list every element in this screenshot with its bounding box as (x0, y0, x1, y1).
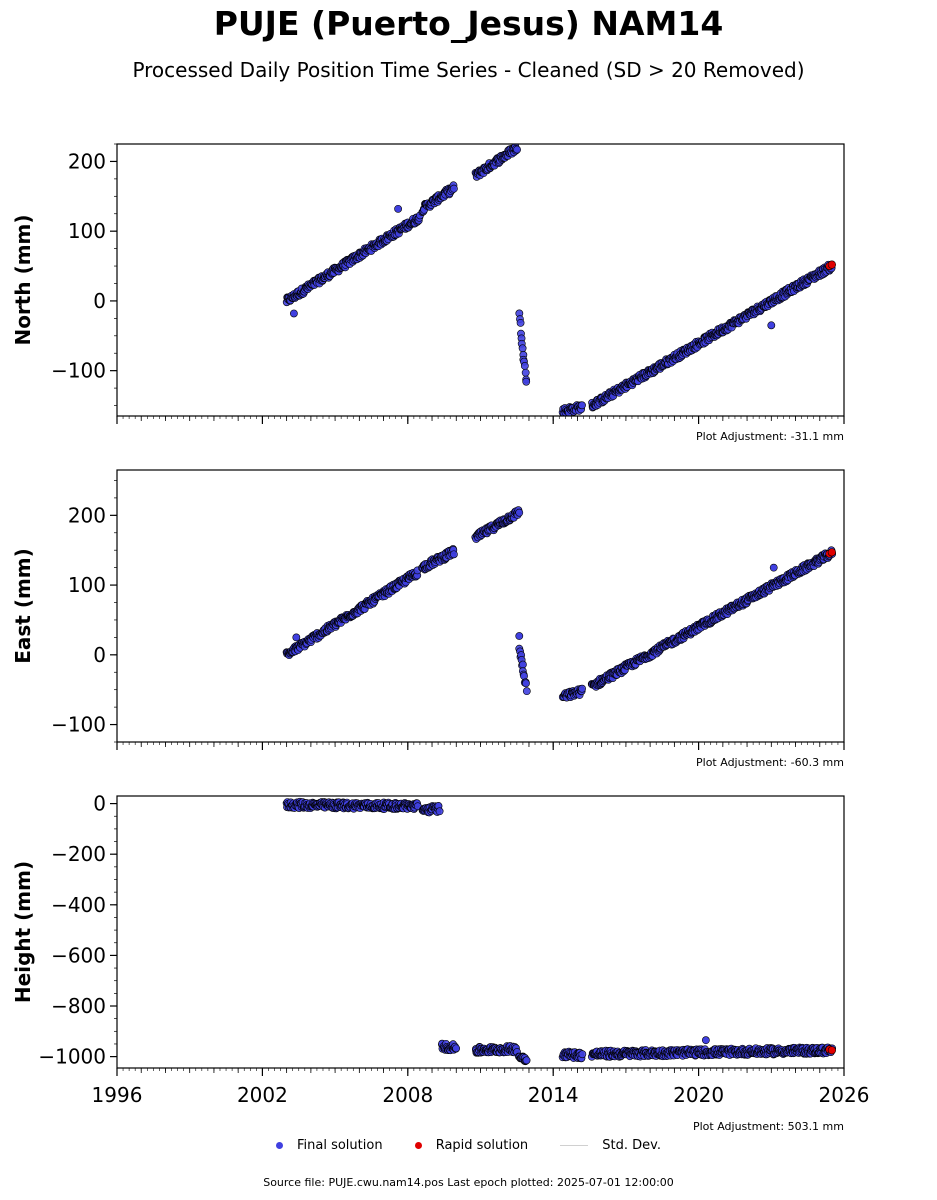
y-tick-label: 200 (68, 503, 106, 527)
final-point (515, 508, 524, 517)
final-point (578, 401, 586, 410)
data-points (282, 797, 837, 1066)
y-tick-label: 0 (93, 289, 106, 313)
final-point (452, 1044, 460, 1053)
legend-final-label: Final solution (296, 1138, 383, 1153)
chart-subtitle: Processed Daily Position Time Series - C… (132, 58, 805, 82)
y-tick-label: −800 (51, 994, 106, 1018)
chart-title: PUJE (Puerto_Jesus) NAM14 (213, 4, 724, 43)
y-tick-label: 100 (68, 219, 106, 243)
final-point (435, 807, 444, 816)
legend-item-rapid: Rapid solution (414, 1138, 529, 1153)
final-point-outlier (290, 309, 298, 318)
plot-frame (116, 143, 845, 417)
panel-1: −100 0 100 200 North (mm) Plot Adjustment: -3… (11, 143, 845, 443)
final-point (518, 344, 527, 353)
plot-adjustment-note: Plot Adjustment: 503.1 mm (693, 1120, 844, 1133)
plot-frame (116, 795, 845, 1069)
legend-stddev-label: Std. Dev. (602, 1138, 661, 1153)
plot-adjustment-note: Plot Adjustment: -60.3 mm (696, 756, 844, 769)
final-point (522, 1056, 531, 1065)
final-point (578, 684, 586, 693)
y-axis: −1000 −800 −600 −400 −200 0 (38, 792, 117, 1069)
y-tick-label: −600 (51, 943, 106, 967)
legend: Final solution Rapid solution Std. Dev. (0, 1138, 937, 1153)
final-point (513, 145, 521, 154)
final-point-outlier (769, 563, 778, 572)
legend-item-final: Final solution (275, 1138, 383, 1153)
final-point (522, 687, 531, 696)
panel-3: 1996 2002 2008 2014 2020 2026 −1000 −800 −600 −40… (11, 792, 869, 1133)
final-point (578, 1050, 587, 1059)
x-tick-label: 1996 (92, 1083, 143, 1107)
final-point (521, 368, 530, 377)
rapid-point (827, 1046, 836, 1055)
panel-2: −100 0 100 200 East (mm) Plot Adjustment: -60… (11, 469, 845, 769)
rapid-point (827, 548, 836, 557)
final-point-outlier (394, 204, 403, 213)
x-axis (116, 416, 845, 424)
y-tick-label: −100 (51, 359, 106, 383)
x-tick-label: 2014 (528, 1083, 579, 1107)
legend-item-stddev: Std. Dev. (560, 1138, 661, 1153)
final-point-outlier (292, 633, 301, 642)
y-tick-label: 0 (93, 643, 106, 667)
y-axis-label: Height (mm) (11, 861, 35, 1003)
x-tick-label: 2020 (673, 1083, 724, 1107)
rapid-point (827, 260, 836, 269)
final-point-outlier (515, 632, 524, 640)
final-point (519, 660, 527, 669)
y-tick-label: −400 (51, 893, 106, 917)
final-point (516, 318, 525, 327)
x-tick-label: 2008 (382, 1083, 433, 1107)
y-axis: −100 0 100 200 (51, 143, 117, 406)
data-points (282, 506, 837, 702)
y-tick-label: 100 (68, 573, 106, 597)
legend-final-marker (275, 1142, 283, 1149)
x-axis: 1996 2002 2008 2014 2020 2026 (92, 1068, 870, 1107)
final-point (522, 377, 531, 386)
x-axis (116, 742, 845, 750)
legend-rapid-label: Rapid solution (435, 1138, 529, 1153)
y-axis-label: North (mm) (11, 214, 35, 345)
source-file-note: Source file: PUJE.cwu.nam14.pos Last epo… (263, 1176, 674, 1189)
plot-adjustment-note: Plot Adjustment: -31.1 mm (696, 430, 844, 443)
y-tick-label: −1000 (38, 1045, 106, 1069)
final-point-outlier (767, 321, 776, 330)
final-point (449, 550, 458, 559)
final-point (450, 184, 458, 193)
final-point (522, 679, 530, 688)
y-axis-label: East (mm) (11, 548, 35, 664)
y-tick-label: −200 (51, 842, 106, 866)
y-axis: −100 0 100 200 (51, 480, 117, 743)
data-points (282, 144, 836, 416)
legend-rapid-marker (414, 1142, 422, 1149)
y-tick-label: −100 (51, 713, 106, 737)
y-tick-label: 200 (68, 149, 106, 173)
y-tick-label: 0 (93, 792, 106, 816)
x-tick-label: 2026 (819, 1083, 870, 1107)
x-tick-label: 2002 (237, 1083, 288, 1107)
legend-stddev-line (560, 1145, 589, 1146)
final-point (520, 361, 529, 370)
final-point-outlier (701, 1036, 710, 1045)
